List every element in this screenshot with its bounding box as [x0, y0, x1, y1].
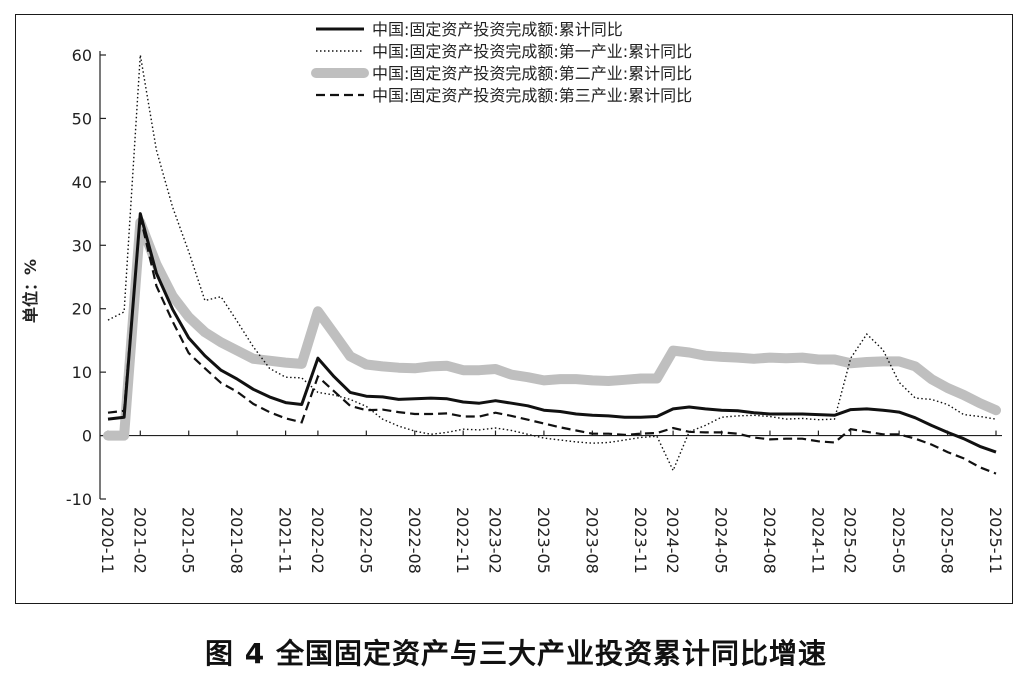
line-chart: -10 0 10 20 30 40 50 60 2020-11 2021-02 2021-05 202… [21, 20, 1005, 574]
legend: 中国:固定资产投资完成额:累计同比中国:固定资产投资完成额:第一产业:累计同比中… [311, 20, 692, 105]
x-tick-label: 2022-05 [356, 507, 375, 574]
x-tick-label: 2024-11 [808, 507, 827, 574]
x-tick-label: 2025-08 [938, 507, 957, 574]
y-tick-label: 40 [72, 173, 92, 192]
x-tick-label: 2023-05 [534, 507, 553, 574]
series-line-1 [107, 212, 997, 454]
x-tick-label: 2025-02 [841, 507, 860, 574]
series-line-4 [107, 216, 997, 475]
x-tick-label: 2022-11 [453, 507, 472, 574]
x-tick-label: 2022-02 [308, 507, 327, 574]
legend-label-1: 中国:固定资产投资完成额:累计同比 [372, 20, 623, 39]
series-line-3 [103, 217, 1001, 441]
figure-caption: 图 4 全国固定资产与三大产业投资累计同比增速 [205, 637, 827, 670]
axes-layer: -10 0 10 20 30 40 50 60 2020-11 2021-02 2021-05 202… [66, 46, 1005, 574]
x-tick-label: 2023-02 [485, 507, 504, 574]
x-tick-label: 2020-11 [98, 507, 117, 574]
y-tick-label: 20 [72, 300, 92, 319]
legend-label-3: 中国:固定资产投资完成额:第二产业:累计同比 [372, 64, 692, 83]
series-line-2 [107, 54, 997, 473]
x-tick-label: 2021-08 [227, 507, 246, 574]
x-tick-label: 2025-11 [986, 507, 1005, 574]
x-tick-label: 2024-08 [760, 507, 779, 574]
x-tick-label: 2021-02 [130, 507, 149, 574]
x-tick-label: 2021-05 [179, 507, 198, 574]
legend-label-4: 中国:固定资产投资完成额:第三产业:累计同比 [372, 86, 692, 105]
y-tick-label: 50 [72, 109, 92, 128]
chart-frame: -10 0 10 20 30 40 50 60 2020-11 2021-02 2021-05 202… [15, 14, 1013, 604]
y-tick-label: 60 [72, 46, 92, 65]
x-tick-label: 2021-11 [276, 507, 295, 574]
x-tick-label: 2023-11 [631, 507, 650, 574]
y-tick-label: 10 [72, 363, 92, 382]
x-tick-label: 2024-02 [663, 507, 682, 574]
y-tick-label: 0 [82, 427, 92, 446]
y-tick-label: -10 [66, 490, 92, 509]
x-tick-label: 2022-08 [405, 507, 424, 574]
y-tick-label: 30 [72, 236, 92, 255]
x-tick-label: 2023-08 [582, 507, 601, 574]
x-tick-label: 2025-05 [889, 507, 908, 574]
x-tick-label: 2024-05 [712, 507, 731, 574]
series-layer [103, 54, 1001, 475]
legend-label-2: 中国:固定资产投资完成额:第一产业:累计同比 [372, 42, 692, 61]
y-axis-label: 单位：% [21, 259, 40, 323]
